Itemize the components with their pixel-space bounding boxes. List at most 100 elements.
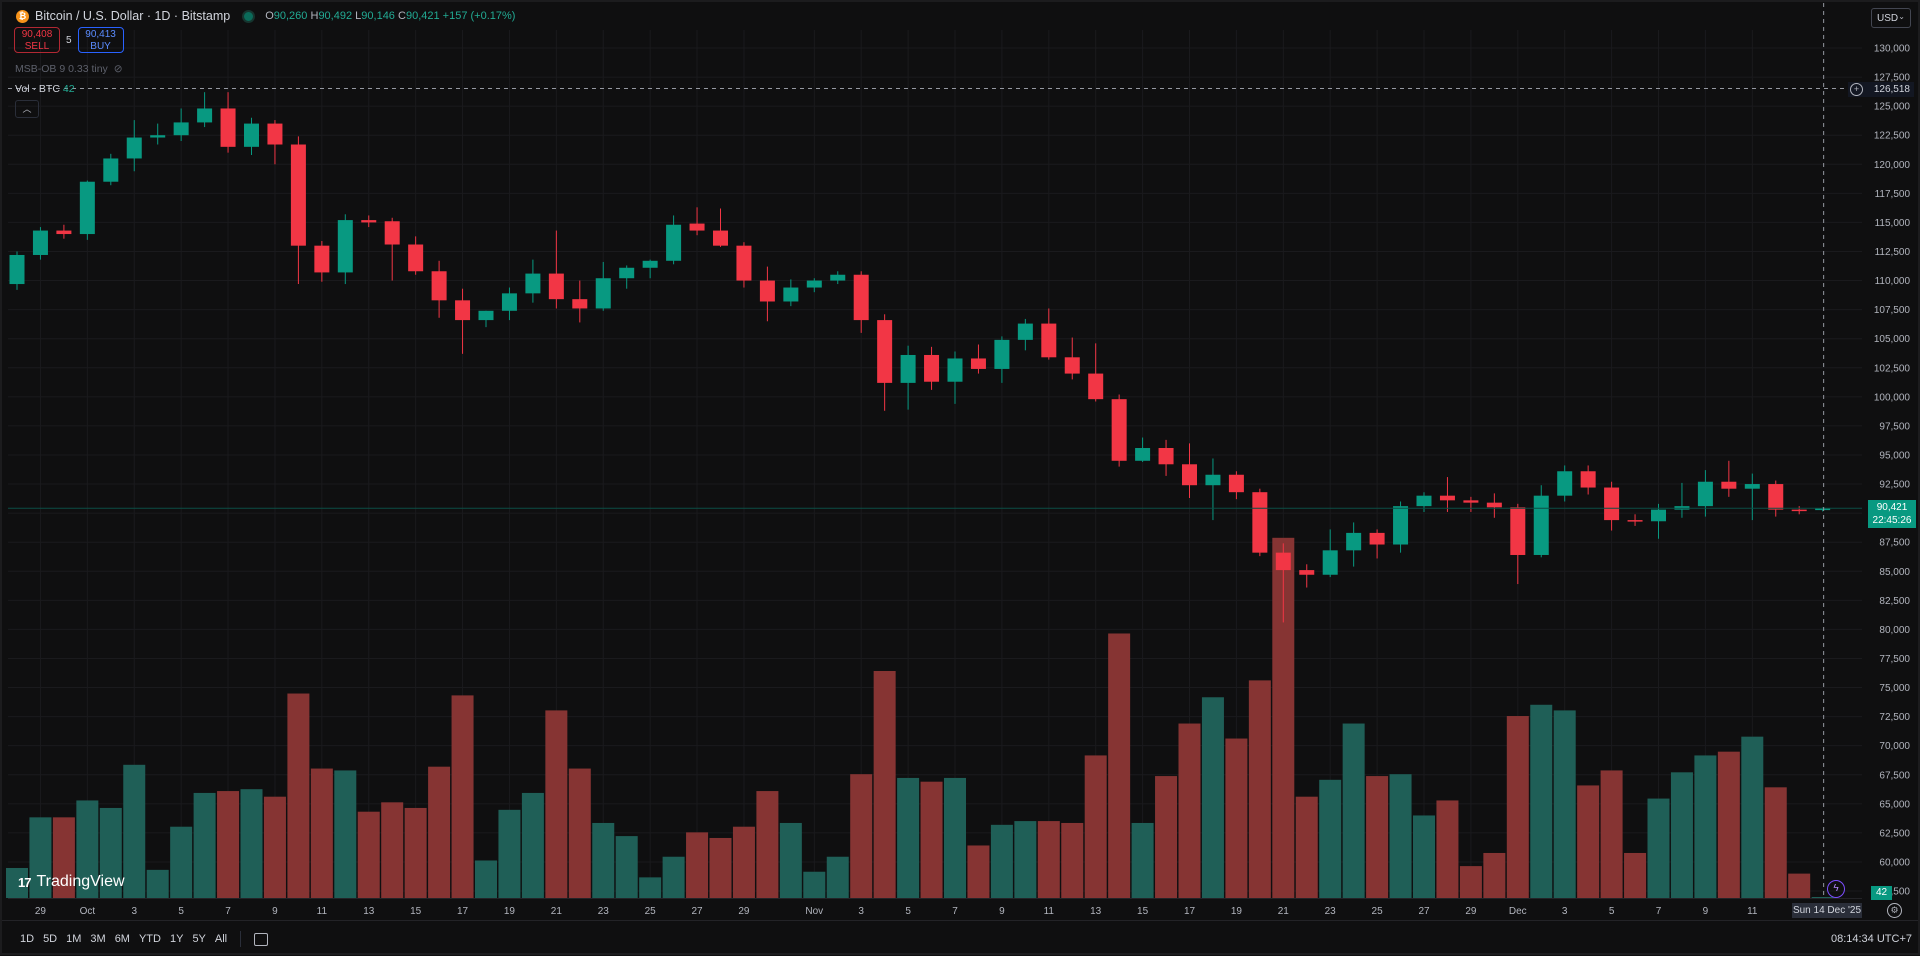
candle-body	[103, 158, 119, 182]
close-value: 90,421	[405, 10, 440, 22]
time-tick-label: 23	[598, 906, 610, 917]
volume-bar	[1389, 774, 1412, 898]
volume-bar	[240, 789, 263, 898]
candle-body	[1533, 495, 1549, 555]
ohlc-values: O90,260 H90,492 L90,146 C90,421 +157 (+0…	[265, 10, 515, 22]
indicator-volume[interactable]: Vol · BTC 42	[15, 83, 75, 95]
tradingview-logo[interactable]: 17 TradingView	[18, 873, 125, 891]
price-tick-label: 120,000	[1874, 160, 1911, 171]
range-1y[interactable]: 1Y	[169, 933, 184, 945]
calendar-icon[interactable]	[254, 932, 269, 946]
volume-bar	[6, 867, 28, 898]
candle-body	[595, 278, 611, 309]
sell-button[interactable]: 90,408 SELL	[14, 27, 60, 53]
price-tick-label: 77,500	[1879, 654, 1910, 665]
price-tick-label: 85,000	[1879, 567, 1910, 578]
price-tick-label: 130,000	[1874, 44, 1911, 55]
candle-body	[1158, 448, 1174, 465]
candle-body	[783, 287, 799, 302]
candle-body	[1275, 552, 1291, 571]
candle-body	[1744, 484, 1760, 489]
time-tick-label: 29	[35, 906, 47, 917]
candle-body	[1697, 481, 1713, 507]
candle-body	[1439, 495, 1455, 501]
time-tick-label: 23	[1325, 906, 1337, 917]
candle-body	[736, 245, 752, 281]
candle-body	[79, 181, 95, 235]
volume-bar	[357, 811, 380, 898]
buy-button[interactable]: 90,413 BUY	[77, 27, 124, 53]
price-tick-label: 105,000	[1874, 334, 1911, 345]
candles	[9, 92, 1831, 623]
range-1m[interactable]: 1M	[66, 933, 82, 945]
range-3m[interactable]: 3M	[90, 933, 106, 945]
candle-body	[572, 299, 588, 309]
volume-bar	[1295, 796, 1318, 898]
time-range-selector: 1D 5D 1M 3M 6M YTD 1Y 5Y All	[20, 931, 269, 947]
range-5y[interactable]: 5Y	[192, 933, 206, 945]
range-5d[interactable]: 5D	[43, 933, 58, 945]
currency-select[interactable]: USD ⌄	[1871, 8, 1911, 28]
volume-bar	[1178, 723, 1201, 898]
bitcoin-icon: ₿	[16, 9, 29, 23]
candle-body	[1815, 508, 1831, 511]
candle-body	[56, 230, 72, 235]
price-axis[interactable]: 130,000 127,500 125,000 122,500 120,000 117,5…	[1874, 44, 1911, 898]
utc-clock[interactable]: 08:14:34 UTC+7	[1830, 933, 1912, 945]
crosshair-price-label: 126,518	[1848, 82, 1914, 97]
time-tick-label: 3	[858, 906, 864, 917]
volume-bar	[1014, 821, 1037, 898]
settings-gear-icon[interactable]: ⚙	[1887, 903, 1902, 918]
indicator-msb-label: MSB-OB 9 0.33 tiny	[15, 63, 108, 75]
candle-body	[1205, 474, 1221, 486]
range-6m[interactable]: 6M	[114, 933, 130, 945]
volume-bar	[310, 768, 333, 898]
volume-bar	[381, 802, 404, 898]
candle-body	[619, 267, 635, 279]
buy-price: 90,413	[85, 29, 116, 40]
time-tick-label: 17	[457, 906, 469, 917]
symbol-title[interactable]: Bitcoin / U.S. Dollar · 1D · Bitstamp	[35, 9, 231, 23]
price-tick-label: 67,500	[1879, 770, 1910, 781]
range-1d[interactable]: 1D	[20, 933, 35, 945]
eye-hidden-icon[interactable]: ⊘	[113, 63, 123, 75]
price-tick-label: 117,500	[1875, 189, 1911, 200]
volume-bar	[1483, 852, 1506, 898]
candle-body	[1651, 509, 1666, 522]
candle-body	[431, 271, 447, 301]
candle-body	[947, 358, 963, 382]
time-tick-label: 11	[1044, 906, 1055, 917]
time-tick-label: 15	[1137, 906, 1149, 917]
candle-body	[877, 320, 893, 383]
volume-bar	[123, 764, 146, 898]
time-tick-label: 17	[1184, 906, 1196, 917]
volume-bar	[639, 877, 662, 898]
volume-bar	[920, 781, 943, 898]
candle-body	[337, 220, 353, 273]
volume-bar	[1530, 704, 1553, 898]
candle-body	[455, 300, 471, 321]
volume-bar	[1694, 755, 1717, 898]
flash-icon[interactable]: ϟ	[1827, 880, 1845, 898]
volume-bar	[545, 710, 568, 898]
candle-body	[1252, 492, 1268, 553]
indicator-msb[interactable]: MSB-OB 9 0.33 tiny ⊘	[15, 63, 123, 75]
time-tick-label: 5	[1609, 906, 1615, 917]
volume-bar	[897, 777, 920, 898]
candle-body	[713, 230, 728, 246]
grid-lines	[8, 30, 1862, 898]
price-tick-label: 75,000	[1879, 683, 1910, 694]
volume-bar	[1553, 710, 1576, 898]
high-label: H	[310, 10, 319, 22]
symbol-legend[interactable]: ₿ Bitcoin / U.S. Dollar · 1D · Bitstamp …	[16, 9, 515, 23]
market-status-icon[interactable]	[242, 9, 256, 23]
collapse-legend-button[interactable]: ︿	[15, 100, 39, 118]
time-tick-label: 19	[1231, 906, 1243, 917]
range-all[interactable]: All	[214, 933, 228, 945]
time-tick-label: 9	[999, 906, 1005, 917]
close-label: C	[398, 10, 406, 22]
add-alert-icon[interactable]: +	[1850, 83, 1863, 96]
range-ytd[interactable]: YTD	[138, 933, 161, 945]
time-axis[interactable]: 29 Oct 3 5 7 9 11 13 15 17 19 21 23 25 27 29 Nov 3 5 7 9 11 13…	[35, 906, 1758, 917]
